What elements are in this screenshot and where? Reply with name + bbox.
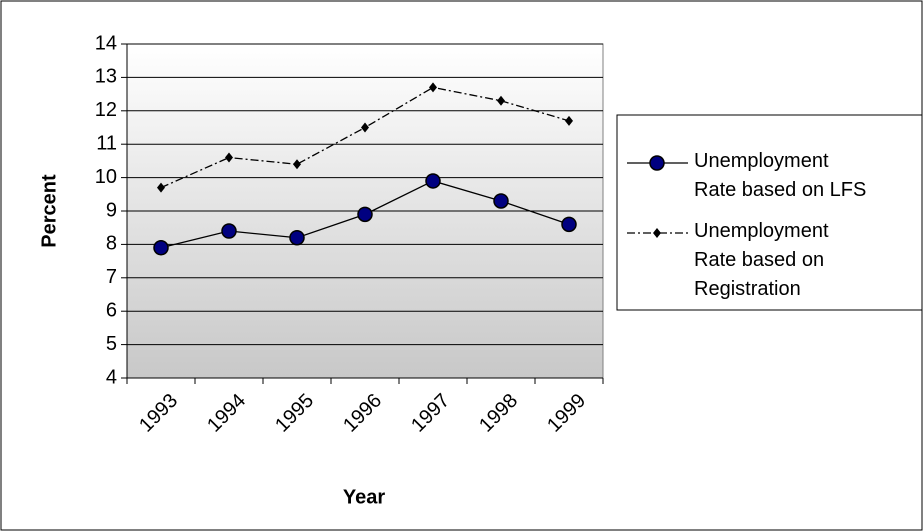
marker [357, 206, 373, 223]
y-tick-label: 13 [95, 66, 117, 88]
y-tick-label: 9 [106, 199, 117, 221]
y-tick-label: 7 [106, 266, 117, 288]
marker [649, 155, 665, 171]
marker [497, 95, 505, 106]
marker [293, 159, 301, 170]
y-tick-label: 5 [106, 333, 117, 355]
y-tick-label: 4 [106, 366, 117, 388]
marker [225, 152, 233, 163]
marker [157, 182, 165, 193]
y-tick-label: 10 [95, 166, 117, 188]
y-tick-label: 8 [106, 233, 117, 255]
marker [361, 122, 369, 133]
marker [425, 173, 441, 189]
marker [561, 216, 577, 233]
marker [289, 229, 305, 246]
marker [153, 239, 169, 256]
y-tick-label: 6 [106, 299, 117, 321]
y-tick-label: 12 [95, 99, 117, 121]
marker [429, 82, 437, 93]
marker [221, 223, 237, 239]
x-axis-title: Year [343, 486, 385, 508]
marker [493, 193, 509, 209]
marker [653, 228, 661, 238]
y-axis-title: Percent [38, 174, 60, 248]
y-tick-label: 14 [95, 32, 117, 54]
marker [565, 115, 573, 126]
y-tick-label: 11 [96, 132, 117, 154]
legend-label: Unemployment Rate based on LFS [694, 150, 867, 201]
legend-label: Unemployment Rate based on Registration [694, 220, 829, 300]
legend-box [616, 114, 923, 311]
